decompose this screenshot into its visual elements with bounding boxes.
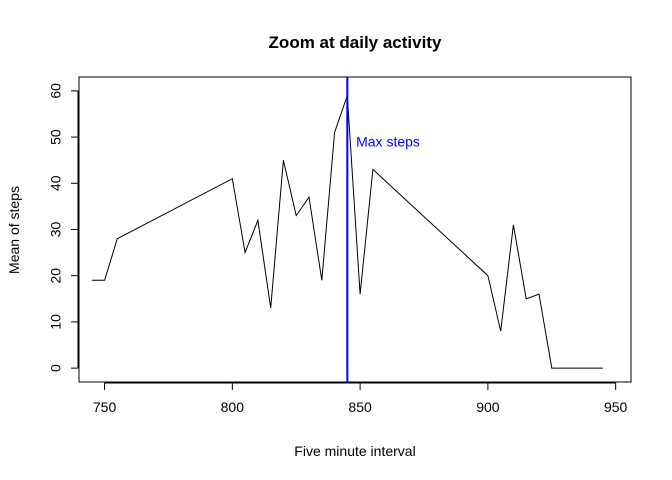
y-tick-label: 50 [48,129,64,145]
y-tick-label: 20 [48,268,64,284]
chart-title: Zoom at daily activity [269,33,442,52]
x-tick-label: 900 [476,399,500,415]
y-axis: 0 10 20 30 40 50 60 [48,83,79,372]
x-tick-label: 800 [221,399,245,415]
y-tick-label: 0 [48,364,64,372]
x-axis-label: Five minute interval [294,443,415,459]
y-axis-label: Mean of steps [6,186,22,274]
x-tick-label: 850 [348,399,372,415]
plot-frame [78,76,632,383]
y-tick-label: 30 [48,222,64,238]
y-tick-label: 60 [48,83,64,99]
x-axis: 750 800 850 900 950 [93,382,628,415]
max-steps-annotation: Max steps [356,134,420,150]
x-tick-label: 950 [604,399,628,415]
y-tick-label: 10 [48,314,64,330]
x-tick-label: 750 [93,399,117,415]
y-tick-label: 40 [48,175,64,191]
